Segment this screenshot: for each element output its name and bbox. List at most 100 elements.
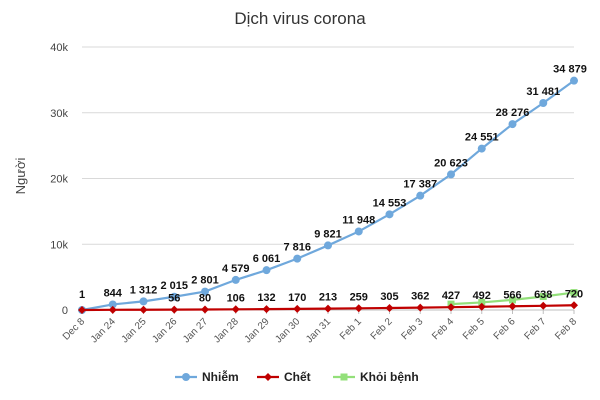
data-label-infected: 4 579 — [222, 263, 250, 275]
x-tick-label: Jan 27 — [181, 316, 210, 345]
data-label-infected: 14 553 — [373, 197, 407, 209]
legend-marker — [340, 373, 348, 381]
series-infected — [78, 76, 578, 314]
y-axis-label: Người — [13, 158, 28, 195]
data-point — [570, 76, 578, 85]
x-tick-label: Jan 31 — [304, 316, 333, 345]
data-label-deaths: 720 — [565, 288, 583, 300]
x-tick-label: Jan 30 — [273, 316, 302, 345]
data-label-infected: 17 387 — [403, 179, 437, 191]
data-point — [78, 306, 86, 314]
data-label-infected: 34 879 — [553, 64, 587, 76]
data-label-deaths: 213 — [319, 292, 337, 304]
data-point — [170, 305, 179, 314]
data-label-deaths: 566 — [503, 289, 521, 301]
data-point — [170, 292, 179, 301]
data-label-infected: 28 276 — [496, 107, 530, 119]
data-point — [108, 300, 117, 309]
data-point — [539, 301, 548, 310]
data-point — [509, 296, 516, 304]
legend-item-infected[interactable]: Nhiễm — [175, 369, 239, 384]
data-label-infected: 6 061 — [253, 253, 281, 265]
data-label-deaths: 638 — [534, 289, 552, 301]
x-axis-ticks: Dec 8 Jan 24 Jan 25 Jan 26 Jan 27 Jan 28 Jan 2… — [61, 310, 579, 345]
data-point — [293, 254, 302, 263]
data-point — [570, 289, 578, 297]
data-label-deaths: 132 — [257, 292, 275, 304]
data-label-infected: 31 481 — [526, 86, 560, 98]
series-layer — [78, 76, 578, 314]
y-axis-ticks: 0 10k 20k 30k 40k — [50, 42, 68, 317]
y-tick-label: 10k — [50, 239, 68, 251]
y-tick-label: 0 — [62, 305, 68, 317]
data-point — [570, 301, 578, 310]
data-point — [139, 297, 148, 306]
data-point — [262, 266, 271, 275]
series-deaths — [78, 301, 578, 314]
legend-label: Khỏi bệnh — [360, 370, 419, 384]
data-point — [108, 305, 117, 314]
data-label-deaths: 80 — [199, 292, 211, 304]
data-label-deaths: 106 — [227, 292, 245, 304]
legend-label: Chết — [284, 370, 311, 384]
data-point — [262, 305, 271, 314]
x-tick-label: Feb 2 — [369, 316, 395, 342]
legend-marker — [182, 373, 190, 381]
x-tick-label: Feb 1 — [338, 316, 364, 342]
data-point — [447, 303, 455, 312]
y-tick-label: 30k — [50, 108, 68, 120]
x-tick-label: Jan 26 — [150, 316, 179, 345]
data-label-deaths: 492 — [473, 290, 491, 302]
data-point — [477, 302, 486, 311]
x-tick-label: Feb 6 — [492, 316, 518, 342]
data-label-infected: 20 623 — [434, 157, 468, 169]
data-point — [324, 241, 332, 250]
data-label-infected: 24 551 — [465, 132, 499, 144]
legend-marker — [264, 373, 272, 381]
data-point — [385, 210, 394, 219]
x-tick-label: Jan 29 — [243, 316, 272, 345]
x-tick-label: Feb 3 — [400, 316, 426, 342]
x-tick-label: Jan 28 — [212, 316, 241, 345]
data-point — [354, 304, 363, 313]
x-tick-label: Dec 8 — [61, 316, 88, 343]
data-point — [201, 287, 209, 296]
data-label-deaths: 305 — [380, 291, 398, 303]
data-point — [293, 304, 302, 313]
data-label-infected: 2 015 — [160, 280, 188, 292]
data-point — [539, 293, 547, 301]
data-label-infected: 1 312 — [130, 284, 158, 296]
data-label-infected: 2 801 — [191, 275, 219, 287]
data-point — [508, 302, 517, 311]
data-point — [231, 275, 240, 284]
data-label-infected: 7 816 — [283, 242, 311, 254]
data-point — [447, 170, 455, 179]
data-label-infected: 11 948 — [342, 214, 375, 226]
x-tick-label: Feb 8 — [553, 316, 579, 342]
data-point — [231, 305, 240, 314]
data-point — [139, 305, 148, 314]
data-point — [385, 303, 394, 312]
x-tick-label: Feb 4 — [430, 316, 456, 342]
data-label-deaths: 427 — [442, 290, 460, 302]
y-tick-label: 40k — [50, 42, 68, 54]
legend-item-recovered[interactable]: Khỏi bệnh — [333, 370, 419, 384]
x-tick-label: Jan 25 — [120, 316, 149, 345]
chart-title: Dịch virus corona — [234, 9, 366, 28]
x-tick-label: Feb 5 — [461, 316, 487, 342]
data-label-deaths: 259 — [350, 291, 368, 303]
data-point — [508, 120, 517, 129]
x-tick-label: Feb 7 — [523, 316, 549, 342]
legend-label: Nhiễm — [202, 369, 239, 384]
data-point — [478, 298, 486, 306]
data-label-deaths: 170 — [288, 292, 306, 304]
gridlines — [82, 46, 574, 311]
data-point — [354, 227, 363, 236]
legend[interactable]: Nhiễm Chết Khỏi bệnh — [175, 369, 419, 384]
data-point — [324, 304, 332, 313]
data-point — [416, 191, 425, 200]
data-point — [416, 303, 425, 312]
y-tick-label: 20k — [50, 174, 68, 186]
legend-item-deaths[interactable]: Chết — [257, 370, 311, 384]
